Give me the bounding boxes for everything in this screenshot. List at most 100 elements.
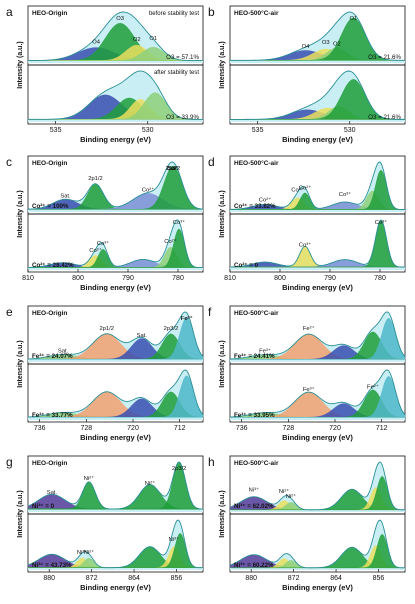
ratio-label-top: Fe²⁺ = 24.41% (234, 353, 275, 360)
panel-c-bottom-fit-line (27, 219, 204, 269)
panel-f: f HEO-500°C-air Fe²⁺ = 24.41% Fe²⁺ = 33.95%… (208, 305, 406, 442)
y-axis-label: Intensity (a.u.) (219, 340, 226, 387)
x-tick-label: 880 (245, 575, 257, 582)
peak-label: O4 (302, 44, 311, 50)
x-tick-label: 530 (142, 127, 154, 134)
panel-f-top-fit-line (229, 311, 406, 360)
ratio-label-top: O3 = 21.6% (368, 54, 401, 61)
panel-b-top-fit-line (230, 11, 406, 61)
peak-label: O1 (149, 36, 157, 42)
ratio-label-top: Co²⁺ = 33.82% (234, 203, 276, 210)
peak-label: Co³⁺ (97, 240, 109, 247)
panel-h-bottom-frame (229, 513, 406, 573)
annotation-bottom: after stability test (154, 70, 199, 76)
x-tick-label: 780 (374, 275, 386, 282)
panel-d-bottom-peak-3 (229, 219, 406, 268)
sample-name: HEO-Origin (32, 160, 67, 167)
peak-label: O4 (92, 40, 101, 46)
peak-label: Co³⁺ (173, 219, 185, 226)
peak-label: Co²⁺ (89, 247, 101, 254)
x-tick-label: 736 (236, 425, 248, 432)
panel-c-top-fit-line (27, 161, 204, 210)
peak-label: Co²⁺ (142, 187, 154, 194)
ratio-label-top: O3 = 57.1% (166, 54, 199, 61)
peak-label: Fe³⁺ (181, 315, 193, 322)
panel-d-top-fit-line (229, 161, 406, 210)
panel-h: h HEO-500°C-air Ni³⁺ = 62.02% Ni³⁺ = 60.22%… (208, 455, 406, 592)
x-tick-label: 712 (376, 425, 388, 432)
peak-label: Co²⁺ (259, 197, 271, 204)
peak-label: 2p1/2 (88, 176, 103, 182)
panel-f-bottom-peak-4 (229, 376, 406, 418)
peak-label: Co³⁺ (339, 191, 351, 198)
ratio-label-bottom: Fe²⁺ = 33.77% (32, 412, 73, 419)
peak-label: Sat. (47, 490, 58, 496)
x-tick-label: 864 (330, 575, 342, 582)
x-tick-label: 810 (224, 275, 236, 282)
peak-label: O3 (116, 16, 124, 22)
peak-label: O1 (350, 16, 358, 22)
panel-letter: d (208, 155, 215, 169)
ratio-label-bottom: Ni³⁺ = 43.73% (32, 562, 72, 569)
panel-b: b HEO-500°C-air O3 = 21.6% O3 = 21.6% O4 O3 O2… (208, 5, 406, 144)
panel-d-top-peak-5 (229, 169, 406, 210)
ratio-label-bottom: O3 = 33.9% (166, 114, 199, 121)
panel-letter: f (208, 305, 212, 319)
peak-label: Sat. (137, 333, 148, 339)
x-axis-label: Binding energy (eV) (80, 283, 151, 292)
panel-letter: h (208, 455, 215, 469)
peak-label: 2p3/2 (172, 466, 187, 472)
x-axis-label: Binding energy (eV) (80, 135, 151, 144)
panel-c-top-peak-3 (27, 165, 204, 210)
x-axis-label: Binding energy (eV) (282, 135, 353, 144)
x-tick-label: 780 (172, 275, 184, 282)
x-tick-label: 728 (282, 425, 294, 432)
panel-d-bottom-fit-line (229, 219, 406, 268)
peak-label: Ni³⁺ (249, 487, 259, 494)
x-tick-label: 872 (288, 575, 300, 582)
sample-name: HEO-Origin (32, 310, 67, 317)
panel-h-bottom-fit-line (229, 519, 405, 569)
peak-label: Co³⁺ (291, 187, 303, 194)
panel-a-top-fit-line (28, 11, 203, 62)
y-axis-label: Intensity (a.u.) (219, 490, 226, 537)
ratio-label-bottom: Co²⁺ = 0 (234, 262, 259, 269)
panel-letter: e (6, 305, 13, 319)
x-tick-label: 856 (171, 575, 183, 582)
panel-d-bottom-frame (229, 213, 406, 273)
x-axis-label: Binding energy (eV) (282, 433, 353, 442)
sample-name: HEO-500°C-air (234, 309, 279, 317)
y-axis-label: Intensity (a.u.) (219, 190, 226, 237)
peak-label: 2p1/2 (99, 326, 114, 332)
peak-label: Ni²⁺ (84, 475, 94, 482)
peak-label: Fe³⁺ (259, 348, 271, 355)
x-tick-label: 736 (34, 425, 46, 432)
y-axis-label: Intensity (a.u.) (17, 340, 24, 387)
y-axis-label: Intensity (a.u.) (17, 41, 24, 88)
x-tick-label: 535 (50, 127, 62, 134)
peak-label: 2p3/2 (164, 326, 179, 332)
peak-label: O2 (333, 41, 341, 47)
x-tick-label: 790 (324, 275, 336, 282)
x-tick-label: 800 (72, 275, 84, 282)
panel-g-top-fit-line (27, 461, 204, 510)
panel-letter: g (6, 455, 13, 469)
x-axis-label: Binding energy (eV) (282, 283, 353, 292)
peak-label: 2p3/2 (166, 166, 181, 172)
x-tick-label: 790 (122, 275, 134, 282)
peak-label: Co²⁺ (299, 184, 311, 191)
peak-label: Ni³⁺ (169, 536, 179, 543)
peak-label: Co³⁺ (299, 242, 311, 249)
ratio-label-bottom: Co²⁺ = 28.42% (32, 262, 74, 269)
peak-label: O3 (322, 40, 330, 46)
peak-label: Ni²⁺ (145, 480, 155, 487)
x-tick-label: 720 (127, 425, 139, 432)
peak-label: Ni²⁺ (279, 488, 289, 495)
peak-label: Sat. (60, 193, 71, 199)
peak-label: Sat. (168, 166, 179, 172)
panel-a-bottom-frame (27, 64, 204, 125)
y-axis-label: Intensity (a.u.) (219, 41, 226, 88)
peak-label: Co³⁺ (375, 219, 387, 226)
